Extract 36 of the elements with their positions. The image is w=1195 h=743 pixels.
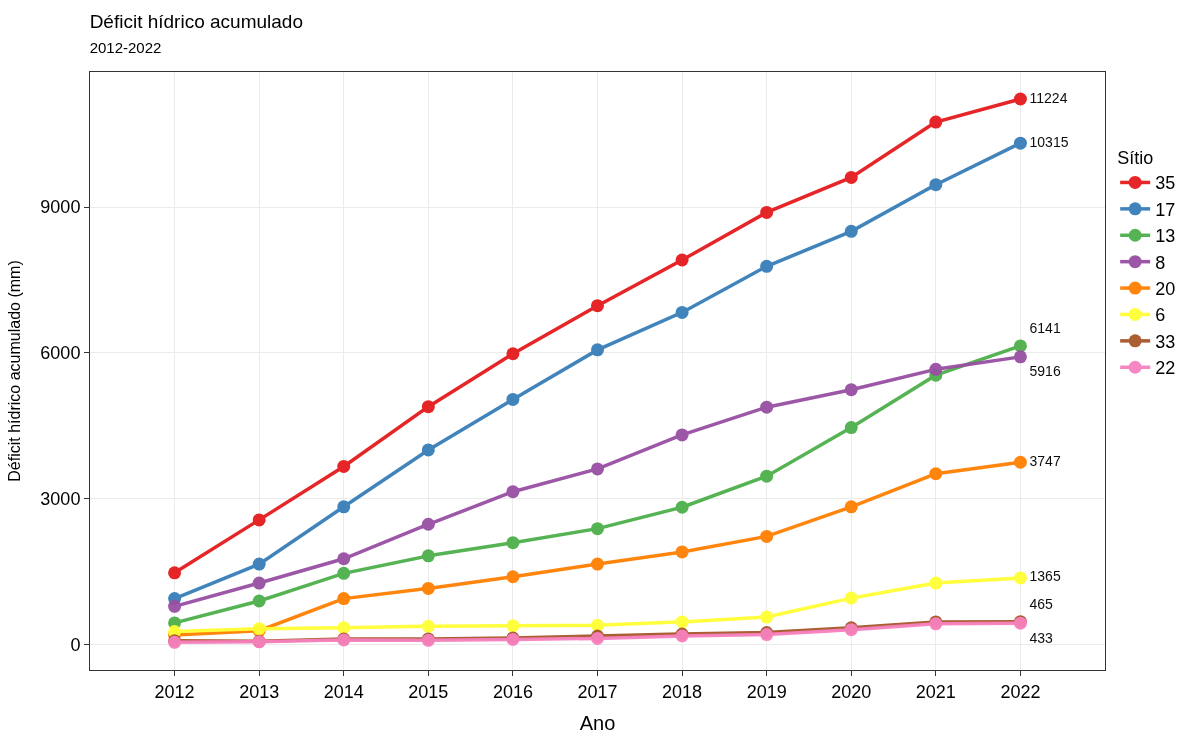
legend-label: 6 <box>1155 305 1166 326</box>
data-label: 10315 <box>1029 133 1069 150</box>
legend-label: 8 <box>1155 252 1166 273</box>
data-label: 465 <box>1029 596 1054 613</box>
legend-label: 17 <box>1155 199 1176 220</box>
legend-label: 20 <box>1155 279 1176 300</box>
x-axis-title: Ano <box>579 712 616 735</box>
y-axis-title: Déficit hídrico acumulado (mm) <box>6 260 24 482</box>
legend-label: 33 <box>1155 331 1176 352</box>
x-tick-label: 2017 <box>577 681 618 702</box>
y-tick-label: 6000 <box>40 343 81 364</box>
data-label: 1365 <box>1029 568 1061 585</box>
y-tick-label: 3000 <box>40 488 81 509</box>
data-label: 3747 <box>1029 452 1061 469</box>
x-tick-label: 2018 <box>662 681 703 702</box>
data-label: 6141 <box>1029 320 1061 337</box>
chart-title: Déficit hídrico acumulado <box>89 11 303 33</box>
legend-label: 35 <box>1155 173 1176 194</box>
data-label: 5916 <box>1029 363 1061 380</box>
x-tick-label: 2014 <box>323 681 364 702</box>
legend-title: Sítio <box>1117 148 1154 169</box>
y-tick-label: 0 <box>70 634 81 655</box>
x-tick-label: 2022 <box>1000 681 1041 702</box>
chart-subtitle: 2012-2022 <box>89 38 162 56</box>
x-tick-label: 2019 <box>746 681 787 702</box>
x-tick-label: 2020 <box>831 681 872 702</box>
legend-label: 22 <box>1155 358 1176 379</box>
x-tick-label: 2013 <box>239 681 280 702</box>
data-label: 433 <box>1029 629 1054 646</box>
x-tick-label: 2012 <box>154 681 195 702</box>
x-tick-label: 2016 <box>492 681 533 702</box>
data-label: 11224 <box>1029 89 1068 106</box>
y-tick-label: 9000 <box>40 197 81 218</box>
x-tick-label: 2015 <box>408 681 449 702</box>
legend-label: 13 <box>1155 226 1176 247</box>
x-tick-label: 2021 <box>915 681 956 702</box>
